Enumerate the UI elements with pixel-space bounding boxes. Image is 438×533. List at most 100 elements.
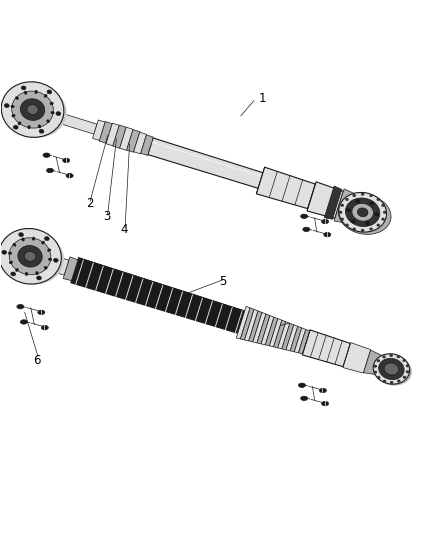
Polygon shape [240,308,254,340]
Ellipse shape [24,91,27,95]
Ellipse shape [382,356,386,358]
Ellipse shape [43,153,50,157]
Ellipse shape [303,227,310,231]
Ellipse shape [383,211,386,214]
Polygon shape [290,326,302,352]
Ellipse shape [298,383,305,387]
Ellipse shape [47,248,51,252]
Ellipse shape [345,198,349,201]
Polygon shape [298,329,310,354]
Ellipse shape [353,194,356,197]
Polygon shape [286,325,298,351]
Ellipse shape [32,237,35,240]
Polygon shape [324,186,342,219]
Polygon shape [257,314,270,344]
Ellipse shape [381,217,385,221]
Polygon shape [99,122,112,143]
Ellipse shape [339,211,343,214]
Polygon shape [44,254,69,275]
Polygon shape [106,123,119,146]
Ellipse shape [374,355,412,385]
Ellipse shape [46,119,50,123]
Ellipse shape [50,102,53,105]
Ellipse shape [35,271,39,275]
Ellipse shape [339,192,387,232]
Ellipse shape [45,237,49,240]
Ellipse shape [403,376,406,379]
Ellipse shape [374,370,377,374]
Polygon shape [282,324,294,350]
Ellipse shape [390,381,393,384]
Ellipse shape [346,198,380,227]
Ellipse shape [66,174,73,178]
Ellipse shape [403,359,406,362]
Ellipse shape [35,90,38,94]
Ellipse shape [356,199,360,203]
Ellipse shape [41,326,48,330]
Polygon shape [256,167,315,208]
Ellipse shape [396,355,400,358]
Ellipse shape [56,111,61,116]
Text: 7: 7 [276,321,283,334]
Polygon shape [274,320,286,348]
Ellipse shape [19,232,24,237]
Polygon shape [253,312,266,343]
Ellipse shape [300,396,307,400]
Ellipse shape [38,310,45,314]
Polygon shape [244,309,258,341]
Polygon shape [302,330,350,367]
Ellipse shape [27,104,38,115]
Ellipse shape [324,232,331,237]
Ellipse shape [13,125,18,129]
Ellipse shape [384,363,399,375]
Ellipse shape [18,122,21,125]
Ellipse shape [38,125,41,128]
Ellipse shape [18,246,42,267]
Ellipse shape [9,238,51,275]
Ellipse shape [0,229,61,284]
Ellipse shape [321,401,328,406]
Text: 4: 4 [121,223,128,236]
Ellipse shape [21,238,25,241]
Ellipse shape [389,354,393,357]
Ellipse shape [41,241,45,244]
Text: 2: 2 [86,197,93,209]
Polygon shape [269,319,282,347]
Ellipse shape [374,213,379,216]
Ellipse shape [44,266,47,270]
Text: 1: 1 [258,92,266,105]
Ellipse shape [28,125,31,129]
Ellipse shape [63,158,70,163]
Polygon shape [127,130,140,152]
Polygon shape [364,350,386,375]
Ellipse shape [383,379,386,383]
Ellipse shape [44,94,47,98]
Polygon shape [278,322,290,349]
Ellipse shape [357,208,368,216]
Ellipse shape [321,220,328,224]
Polygon shape [113,125,126,148]
Ellipse shape [377,198,380,201]
Ellipse shape [20,320,27,324]
Text: 5: 5 [219,275,226,288]
Polygon shape [343,343,371,373]
Ellipse shape [17,304,24,309]
Polygon shape [249,311,262,342]
Polygon shape [261,316,274,345]
Ellipse shape [352,204,374,221]
Ellipse shape [377,376,381,379]
Ellipse shape [2,251,7,254]
Polygon shape [334,189,367,225]
Ellipse shape [379,358,404,379]
Ellipse shape [361,229,364,232]
Polygon shape [134,132,147,154]
Ellipse shape [406,364,409,367]
Ellipse shape [11,105,14,108]
Polygon shape [63,115,97,134]
Ellipse shape [377,359,380,362]
Ellipse shape [21,99,45,120]
Ellipse shape [37,276,41,280]
Polygon shape [294,328,306,353]
Ellipse shape [1,84,67,138]
Ellipse shape [12,91,53,128]
